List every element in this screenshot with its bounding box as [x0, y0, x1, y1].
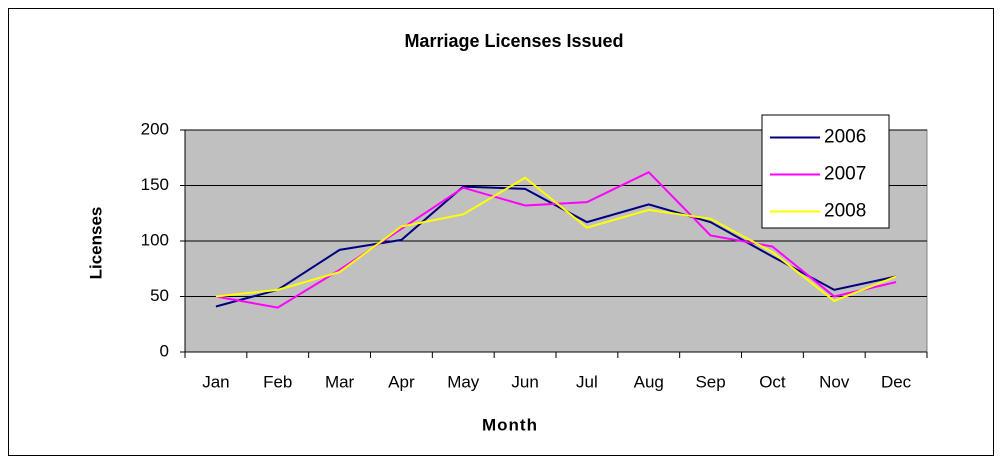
x-tick-label: Feb — [263, 372, 292, 391]
x-tick-label: Aug — [634, 372, 664, 391]
x-tick-label: Jun — [511, 372, 538, 391]
legend-label: 2006 — [824, 127, 866, 148]
chart-title: Marriage Licenses Issued — [404, 31, 623, 51]
y-tick-label: 0 — [160, 341, 169, 360]
series-line — [215, 176, 897, 303]
x-tick-label: Sep — [695, 372, 725, 391]
y-tick-label: 200 — [141, 119, 169, 138]
x-tick-label: Mar — [325, 372, 355, 391]
x-axis-label: Month — [482, 415, 538, 434]
x-tick-label: Dec — [881, 372, 912, 391]
x-tick-label: Oct — [759, 372, 786, 391]
x-tick-label: May — [447, 372, 480, 391]
x-tick-label: Jan — [202, 372, 229, 391]
y-tick-label: 100 — [141, 230, 169, 249]
x-tick-label: Apr — [388, 372, 415, 391]
legend-label: 2007 — [824, 164, 866, 185]
x-tick-label: Nov — [819, 372, 850, 391]
legend-label: 2008 — [824, 201, 866, 222]
y-tick-label: 50 — [150, 286, 169, 305]
y-axis-label: Licenses — [86, 207, 105, 280]
y-tick-label: 150 — [141, 175, 169, 194]
x-tick-label: Jul — [576, 372, 598, 391]
series-line — [215, 185, 897, 308]
legend — [761, 114, 890, 229]
